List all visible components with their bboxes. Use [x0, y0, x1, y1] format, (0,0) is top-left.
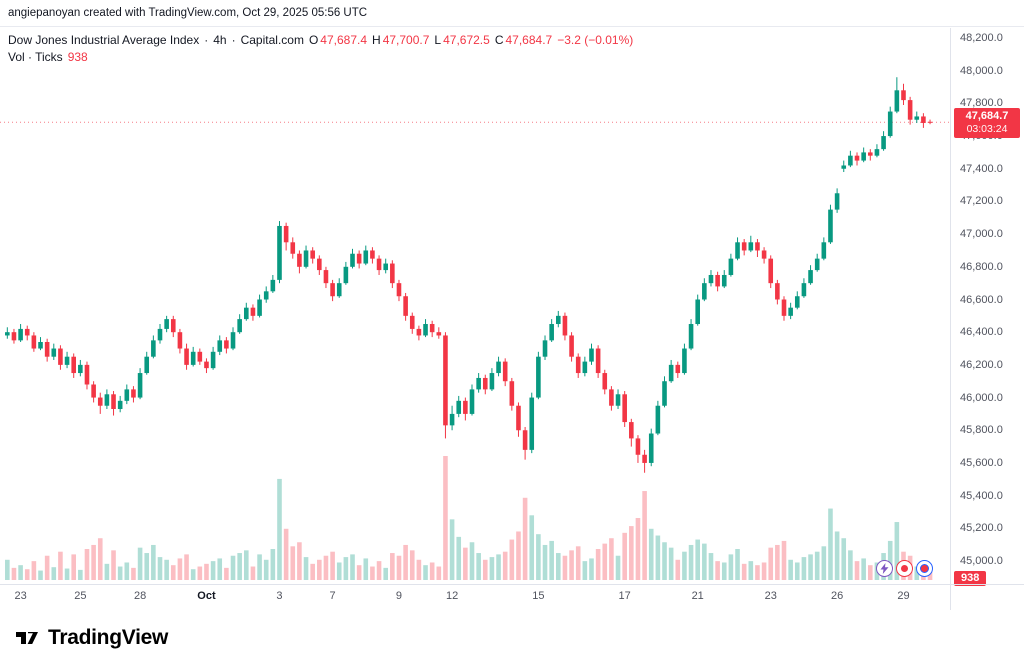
- candlestick-chart[interactable]: [0, 28, 950, 584]
- price-tick-label: 46,600.0: [960, 293, 1003, 306]
- last-price-value: 47,684.7: [965, 110, 1009, 123]
- price-tick-label: 45,400.0: [960, 489, 1003, 502]
- separator-dot: ·: [231, 33, 236, 47]
- separator-dot: ·: [204, 33, 209, 47]
- reaction-buttons: [876, 560, 933, 577]
- interval-label[interactable]: 4h: [213, 33, 227, 47]
- tradingview-logo-icon[interactable]: [14, 625, 40, 651]
- change-value: −3.2 (−0.01%): [557, 33, 634, 47]
- volume-legend-row: Vol · Ticks 938: [8, 50, 633, 65]
- footer: TradingView: [0, 610, 1024, 665]
- time-tick-label: 3: [276, 590, 283, 602]
- price-tick-label: 45,800.0: [960, 424, 1003, 437]
- tradingview-wordmark[interactable]: TradingView: [48, 625, 169, 649]
- bar-countdown: 03:03:24: [966, 123, 1008, 136]
- price-tick-label: 47,000.0: [960, 228, 1003, 241]
- high-value: H 47,700.7: [372, 33, 430, 47]
- price-tick-label: 47,400.0: [960, 162, 1003, 175]
- time-tick-label: 28: [133, 590, 147, 602]
- volume-label[interactable]: Vol · Ticks: [8, 50, 63, 64]
- exchange-label: Capital.com: [240, 33, 304, 47]
- time-tick-label: 25: [74, 590, 87, 602]
- open-value: O 47,687.4: [308, 33, 368, 47]
- attribution-bar: angiepanoyan created with TradingView.co…: [0, 0, 1024, 27]
- price-tick-label: 46,200.0: [960, 358, 1003, 371]
- time-tick-label: 15: [532, 590, 545, 602]
- reaction-lightning-icon[interactable]: [876, 560, 893, 577]
- reaction-blue-ring-icon[interactable]: [916, 560, 933, 577]
- time-tick-label: 17: [618, 590, 631, 602]
- time-tick-label: 29: [897, 590, 910, 602]
- price-tick-label: 46,800.0: [960, 260, 1003, 273]
- price-tick-label: 46,000.0: [960, 391, 1003, 404]
- time-tick-label: 7: [329, 590, 336, 602]
- reaction-red-dot-icon[interactable]: [896, 560, 913, 577]
- time-tick-label: 26: [830, 590, 844, 602]
- price-tick-label: 48,200.0: [960, 32, 1003, 44]
- price-tick-label: 45,200.0: [960, 522, 1003, 535]
- volume-axis-badge: 938: [954, 571, 987, 586]
- time-tick-label: Oct: [197, 590, 216, 602]
- price-tick-label: 47,200.0: [960, 195, 1003, 208]
- chart-canvas[interactable]: Dow Jones Industrial Average Index · 4h …: [0, 28, 950, 584]
- price-tick-label: 46,400.0: [960, 326, 1003, 339]
- symbol-legend-row: Dow Jones Industrial Average Index · 4h …: [8, 33, 633, 48]
- time-tick-label: 9: [395, 590, 403, 602]
- close-value: C 47,684.7: [494, 33, 553, 47]
- attribution-text: angiepanoyan created with TradingView.co…: [8, 7, 368, 19]
- time-tick-label: 12: [445, 590, 459, 602]
- chart-legend: Dow Jones Industrial Average Index · 4h …: [8, 33, 633, 65]
- low-value: L 47,672.5: [434, 33, 490, 47]
- volume-value: 938: [67, 50, 88, 64]
- last-price-badge: 47,684.7 03:03:24: [954, 108, 1020, 139]
- time-tick-label: 23: [14, 590, 27, 602]
- symbol-title[interactable]: Dow Jones Industrial Average Index: [8, 33, 200, 47]
- price-axis[interactable]: 47,684.7 03:03:24 938 48,200.0 48,000.0 47…: [950, 28, 1024, 610]
- price-tick-label: 45,600.0: [960, 456, 1003, 469]
- price-tick-label: 48,000.0: [960, 64, 1003, 77]
- price-tick-label: 45,000.0: [960, 555, 1003, 567]
- time-tick-label: 21: [691, 590, 704, 602]
- price-tick-label: 47,800.0: [960, 97, 1003, 110]
- time-axis[interactable]: 23 25 28 Oct 3 7 9 12 15 17 21 23 26 29: [0, 584, 1024, 610]
- time-tick-label: 23: [764, 590, 777, 602]
